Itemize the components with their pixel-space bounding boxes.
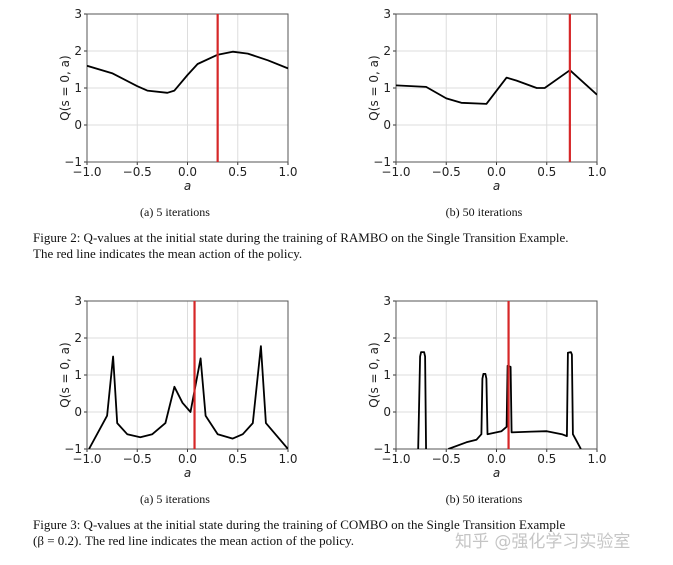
y-tick-label: 3 [383,294,391,308]
y-tick-label: 2 [383,331,391,345]
x-tick-label: 1.0 [587,165,606,179]
q-value-line [87,50,288,94]
x-tick-label: −0.5 [123,452,152,466]
y-tick-label: 2 [74,44,82,58]
figure3-caption: Figure 3: Q-values at the initial state … [33,517,653,549]
y-tick-label: 3 [74,294,82,308]
axes-frame [86,13,289,163]
x-axis-label: a [493,466,500,480]
subcaption-fig2a: (a) 5 iterations [140,205,210,219]
q-value-line [396,69,597,105]
y-tick-label: 2 [383,44,391,58]
figure2-caption: Figure 2: Q-values at the initial state … [33,230,653,262]
x-tick-label: 0.5 [228,452,247,466]
x-tick-label: 0.5 [228,165,247,179]
y-axis-label: Q(s = 0, a) [58,342,72,407]
x-tick-label: 1.0 [278,165,297,179]
y-axis-label: Q(s = 0, a) [367,55,381,120]
q-value-line [447,351,582,449]
y-tick-label: −1 [64,155,82,169]
y-tick-label: 3 [383,7,391,21]
chart-panel-1: −1.0 −0.5 0.0 0.5 1.0 −1 0 1 2 3 a Q(s = 0, a) [367,7,607,193]
axes-frame [395,300,598,450]
subcaption-fig3a: (a) 5 iterations [140,492,210,506]
x-tick-label: 0.0 [178,165,197,179]
chart-panel-3: −1.0 −0.5 0.0 0.5 1.0 −1 0 1 2 3 a Q(s = 0, a) [367,294,607,480]
x-tick-label: 0.5 [537,452,556,466]
caption-line: (β = 0.2). The red line indicates the me… [33,533,355,548]
caption-line: Figure 3: Q-values at the initial state … [33,517,566,532]
q-value-line [417,351,427,449]
y-tick-label: 1 [74,368,82,382]
chart-panel-2: −1.0 −0.5 0.0 0.5 1.0 −1 0 1 2 3 a Q(s = 0, a) [58,294,298,480]
q-value-line [88,345,288,449]
y-tick-label: 0 [383,405,391,419]
x-tick-label: −0.5 [123,165,152,179]
y-tick-label: −1 [373,442,391,456]
x-tick-label: 0.0 [487,165,506,179]
x-tick-label: 1.0 [587,452,606,466]
axes-frame [395,13,598,163]
x-axis-label: a [184,466,191,480]
x-axis-label: a [184,179,191,193]
x-tick-label: 0.0 [178,452,197,466]
caption-line: The red line indicates the mean action o… [33,246,303,261]
y-tick-label: 0 [74,405,82,419]
y-tick-label: −1 [373,155,391,169]
y-tick-label: 3 [74,7,82,21]
x-axis-label: a [493,179,500,193]
x-tick-label: −1.0 [72,452,101,466]
axes-frame [86,300,289,450]
x-tick-label: −0.5 [432,165,461,179]
y-axis-label: Q(s = 0, a) [367,342,381,407]
subcaption-fig3b: (b) 50 iterations [445,492,523,506]
x-tick-label: −0.5 [432,452,461,466]
y-tick-label: 1 [383,81,391,95]
x-tick-label: 0.5 [537,165,556,179]
chart-panel-0: −1.0 −0.5 0.0 0.5 1.0 −1 0 1 2 3 a Q(s = 0, a) [58,7,298,193]
x-tick-label: −1.0 [381,452,410,466]
x-tick-label: −1.0 [381,165,410,179]
y-tick-label: −1 [64,442,82,456]
caption-line: Figure 2: Q-values at the initial state … [33,230,569,245]
y-tick-label: 0 [383,118,391,132]
x-tick-label: −1.0 [72,165,101,179]
y-axis-label: Q(s = 0, a) [58,55,72,120]
y-tick-label: 2 [74,331,82,345]
watermark: 知乎 @强化学习实验室 [455,532,631,552]
y-tick-label: 0 [74,118,82,132]
y-tick-label: 1 [383,368,391,382]
x-tick-label: 1.0 [278,452,297,466]
x-tick-label: 0.0 [487,452,506,466]
y-tick-label: 1 [74,81,82,95]
subcaption-fig2b: (b) 50 iterations [445,205,523,219]
